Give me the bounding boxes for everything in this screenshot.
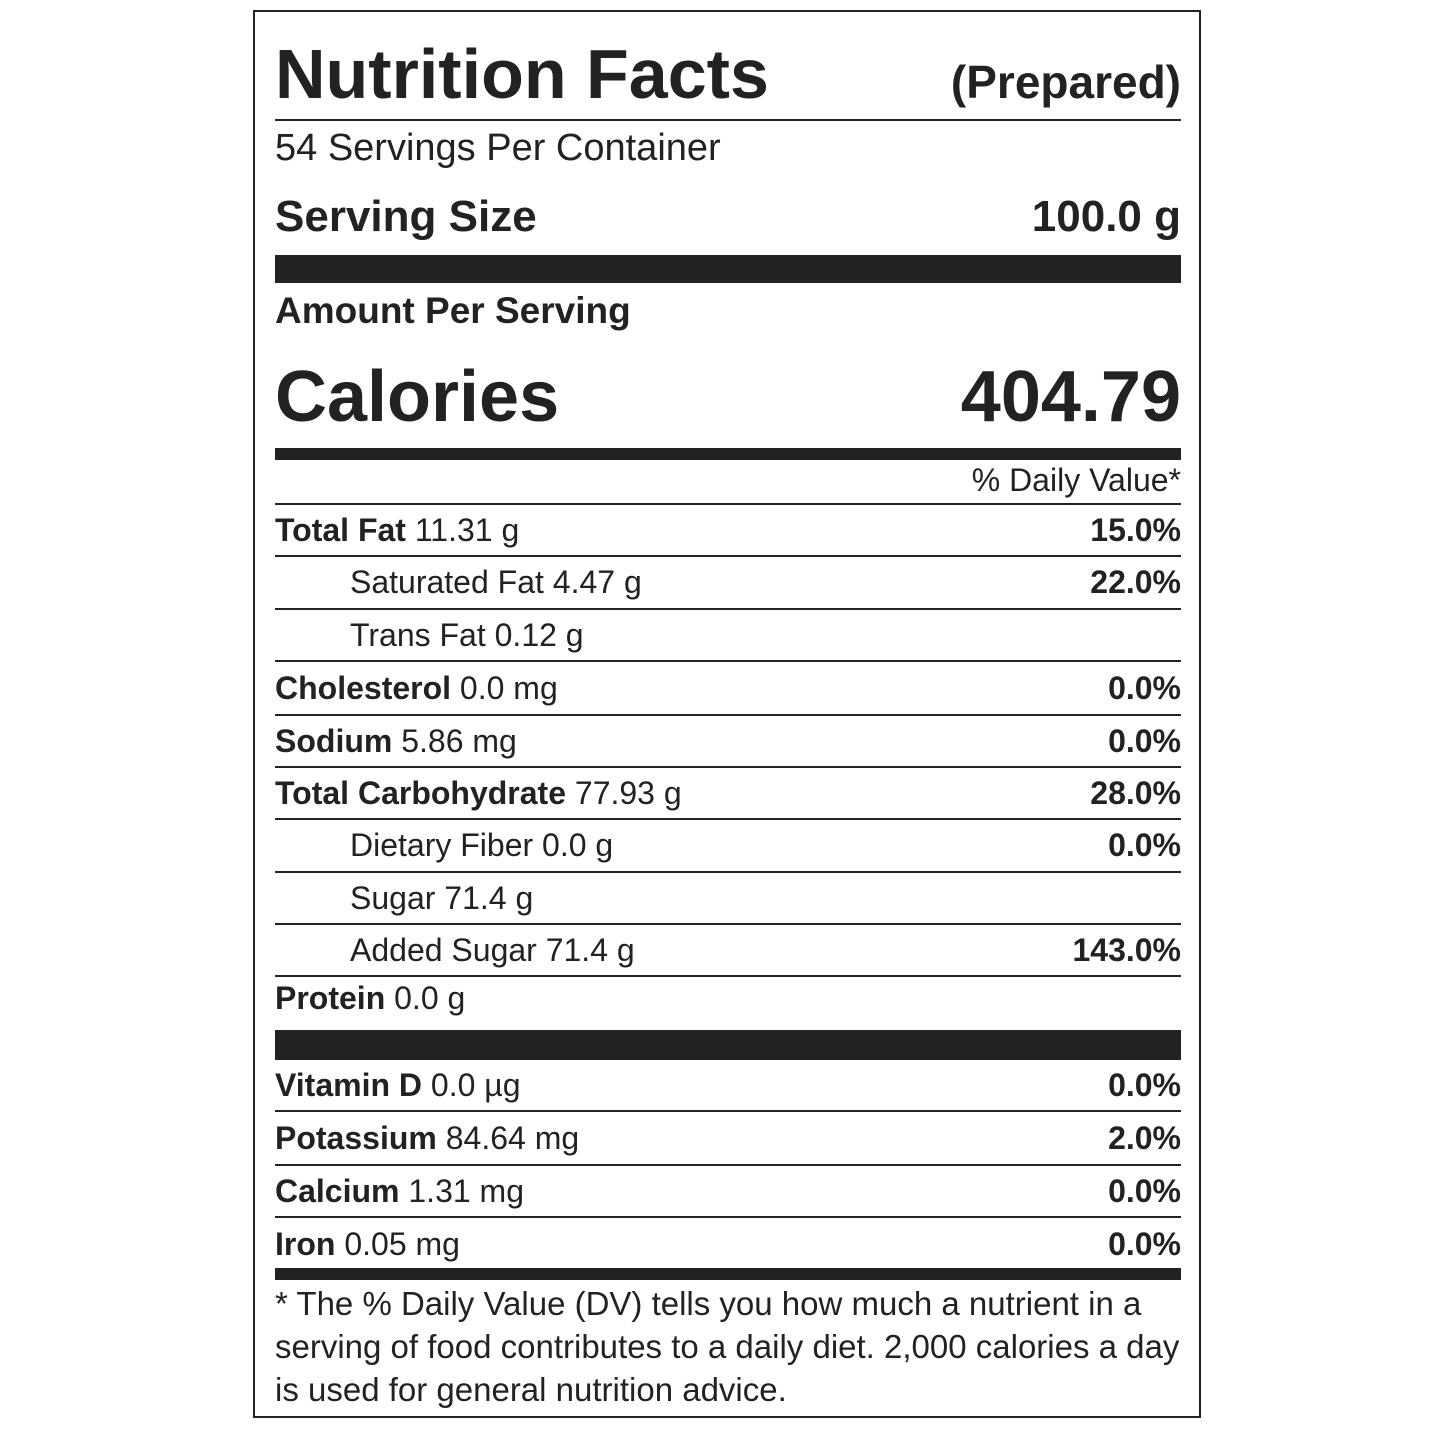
nutrient-name: Total Fat	[275, 511, 406, 548]
nutrient-row: Trans Fat 0.12 g	[275, 610, 1181, 662]
daily-value: 0.0%	[1108, 722, 1181, 759]
serving-size-row: Serving Size 100.0 g	[275, 192, 1181, 242]
nutrient: Trans Fat 0.12 g	[350, 617, 584, 654]
nutrient: Total Fat 11.31 g	[275, 512, 519, 549]
nutrient-row: Total Fat 11.31 g 15.0%	[275, 505, 1181, 557]
calories-label: Calories	[275, 357, 560, 437]
title: Nutrition Facts	[275, 35, 769, 113]
daily-value: 0.0%	[1108, 1225, 1181, 1262]
nutrient-amount: 1.31 mg	[408, 1172, 524, 1209]
nutrient-amount: 84.64 mg	[445, 1119, 580, 1156]
thick-rule	[275, 1030, 1181, 1060]
qualifier: (Prepared)	[950, 56, 1181, 108]
daily-value: 0.0%	[1108, 827, 1181, 863]
rule	[275, 119, 1181, 121]
nutrient-amount: 0.12 g	[494, 616, 584, 653]
dv-header: % Daily Value*	[275, 462, 1181, 505]
nutrient-name: Total Carbohydrate	[275, 774, 566, 811]
nutrient-row: Protein 0.0 g	[275, 977, 1181, 1020]
thick-rule	[275, 255, 1181, 283]
nutrient-amount: 0.0 µg	[430, 1066, 521, 1103]
daily-value: 0.0%	[1108, 1172, 1181, 1209]
nutrient-row: Potassium 84.64 mg 2.0%	[275, 1112, 1181, 1166]
nutrient-row: Calcium 1.31 mg 0.0%	[275, 1166, 1181, 1218]
nutrient: Iron 0.05 mg	[275, 1226, 460, 1263]
thick-rule	[275, 1268, 1181, 1280]
thick-rule	[275, 448, 1181, 460]
nutrient-name: Calcium	[275, 1172, 400, 1209]
nutrient-amount: 5.86 mg	[401, 722, 517, 759]
nutrition-label: Nutrition Facts (Prepared) 54 Servings P…	[253, 10, 1201, 1418]
nutrient-amount: 77.93 g	[574, 774, 682, 811]
title-row: Nutrition Facts (Prepared)	[275, 34, 1181, 114]
nutrient-name: Dietary Fiber	[350, 827, 534, 863]
nutrient-row: Dietary Fiber 0.0 g 0.0%	[275, 820, 1181, 873]
nutrient: Sugar 71.4 g	[350, 880, 533, 917]
nutrient: Dietary Fiber 0.0 g	[350, 827, 613, 864]
nutrient-name: Sodium	[275, 722, 393, 759]
daily-value: 15.0%	[1090, 511, 1181, 548]
nutrient-row: Cholesterol 0.0 mg 0.0%	[275, 662, 1181, 716]
nutrient-name: Trans Fat	[350, 616, 486, 653]
nutrient-row: Sugar 71.4 g	[275, 873, 1181, 925]
nutrient-name: Sugar	[350, 879, 436, 916]
nutrient-name: Potassium	[275, 1119, 437, 1156]
nutrient-amount: 0.0 g	[394, 980, 466, 1016]
nutrient: Vitamin D 0.0 µg	[275, 1067, 521, 1104]
nutrient-name: Cholesterol	[275, 669, 452, 706]
daily-value: 28.0%	[1090, 774, 1181, 811]
nutrient-amount: 4.47 g	[552, 564, 642, 600]
nutrient: Sodium 5.86 mg	[275, 723, 517, 760]
nutrient-name: Protein	[275, 980, 386, 1016]
daily-value: 22.0%	[1090, 564, 1181, 600]
nutrient-amount: 0.0 mg	[459, 669, 558, 706]
nutrient-amount: 0.0 g	[542, 827, 614, 863]
servings: 54 Servings Per Container	[275, 127, 721, 169]
nutrient-row: Total Carbohydrate 77.93 g 28.0%	[275, 768, 1181, 820]
nutrient-name: Vitamin D	[275, 1066, 422, 1103]
calories-value: 404.79	[960, 357, 1181, 437]
nutrient-row: Saturated Fat 4.47 g 22.0%	[275, 557, 1181, 610]
nutrient: Potassium 84.64 mg	[275, 1120, 579, 1157]
footnote: * The % Daily Value (DV) tells you how m…	[275, 1285, 1180, 1408]
nutrient: Total Carbohydrate 77.93 g	[275, 775, 682, 812]
nutrient: Protein 0.0 g	[275, 980, 465, 1017]
serving-size-value: 100.0 g	[1031, 192, 1181, 241]
nutrient-amount: 11.31 g	[414, 511, 520, 548]
nutrient-amount: 71.4 g	[444, 879, 534, 916]
nutrient-list: Total Fat 11.31 g 15.0% Saturated Fat 4.47…	[275, 505, 1181, 1020]
nutrient: Saturated Fat 4.47 g	[350, 564, 642, 601]
amount-label: Amount Per Serving	[275, 290, 631, 331]
vitamin-list: Vitamin D 0.0 µg 0.0% Potassium 84.64 mg 2.…	[275, 1060, 1181, 1270]
daily-value: 143.0%	[1072, 931, 1181, 968]
nutrient-name: Saturated Fat	[350, 564, 544, 600]
daily-value: 2.0%	[1108, 1119, 1181, 1156]
nutrient-name: Added Sugar	[350, 931, 537, 968]
daily-value: 0.0%	[1108, 1066, 1181, 1103]
nutrient-amount: 0.05 mg	[344, 1225, 460, 1262]
nutrient-row: Sodium 5.86 mg 0.0%	[275, 716, 1181, 768]
nutrient-name: Iron	[275, 1225, 336, 1262]
serving-size-label: Serving Size	[275, 192, 537, 241]
nutrient-amount: 71.4 g	[545, 931, 635, 968]
nutrient-row: Added Sugar 71.4 g 143.0%	[275, 925, 1181, 977]
nutrient: Calcium 1.31 mg	[275, 1173, 524, 1210]
calories-row: Calories 404.79	[275, 356, 1181, 438]
nutrient-row: Iron 0.05 mg 0.0%	[275, 1218, 1181, 1270]
nutrient-row: Vitamin D 0.0 µg 0.0%	[275, 1060, 1181, 1112]
nutrient: Cholesterol 0.0 mg	[275, 670, 558, 707]
nutrient: Added Sugar 71.4 g	[350, 932, 635, 969]
daily-value: 0.0%	[1108, 669, 1181, 706]
